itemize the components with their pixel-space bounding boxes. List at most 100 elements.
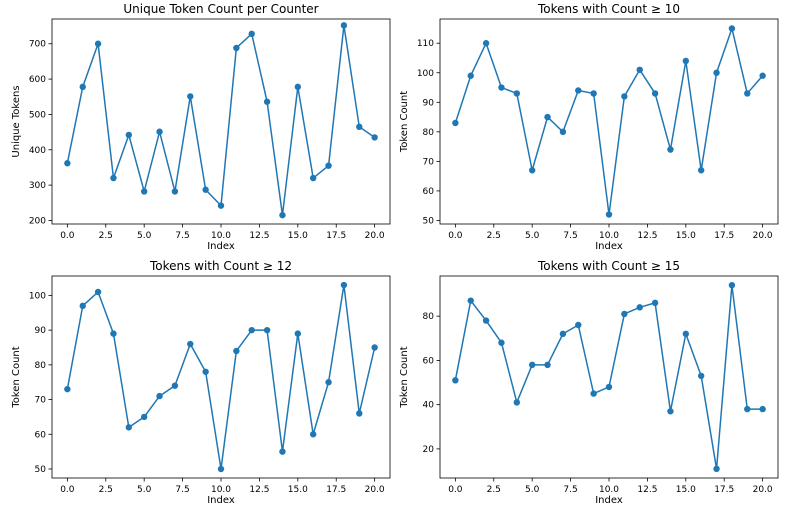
- data-point: [217, 202, 225, 209]
- data-point: [140, 188, 148, 195]
- x-tick-label: 0.0: [448, 231, 463, 241]
- data-point: [590, 90, 597, 97]
- x-tick-label: 5.0: [525, 231, 540, 241]
- subplot-4: Tokens with Count ≥ 15 0.0 2.5 5.0 7.5 10.0 12…: [399, 259, 779, 506]
- data-point: [636, 66, 643, 74]
- chart-title: Tokens with Count ≥ 10: [537, 2, 680, 16]
- data-point: [233, 44, 240, 52]
- y-tick-label: 110: [417, 39, 434, 49]
- y-tick-label: 40: [423, 401, 435, 411]
- x-axis-label: Index: [207, 495, 235, 506]
- chart-title: Unique Token Count per Counter: [123, 2, 318, 16]
- data-point: [759, 405, 766, 413]
- subplot-1: Unique Token Count per Counter 0.0 2.5 5.0 7…: [11, 2, 391, 252]
- x-tick-label: 10.0: [211, 485, 231, 495]
- data-point: [263, 326, 271, 334]
- axes-frame: [439, 275, 779, 479]
- x-tick-label: 17.5: [714, 231, 734, 241]
- x-tick-label: 12.5: [637, 231, 657, 241]
- data-point: [309, 431, 317, 438]
- x-tick-label: 10.0: [211, 231, 231, 241]
- data-point: [110, 330, 117, 337]
- data-point: [713, 69, 720, 76]
- data-point: [651, 90, 659, 97]
- subplot-2: Tokens with Count ≥ 10 0.0 2.5 5.0 7.5 10.0 12…: [399, 2, 779, 252]
- data-point: [667, 146, 674, 153]
- y-tick-label: 500: [29, 110, 46, 120]
- data-point: [325, 379, 332, 386]
- y-axis-label: Token Count: [399, 91, 410, 153]
- y-tick-label: 50: [423, 216, 435, 226]
- x-tick-label: 12.5: [637, 485, 657, 495]
- data-point: [713, 465, 720, 473]
- data-point: [498, 84, 505, 91]
- data-point: [125, 424, 133, 431]
- data-point: [64, 160, 71, 167]
- x-tick-label: 20.0: [365, 485, 385, 495]
- x-tick-label: 10.0: [599, 485, 619, 495]
- data-point: [759, 72, 766, 79]
- y-tick-label: 200: [29, 216, 46, 226]
- y-tick-label: 50: [35, 465, 47, 475]
- x-tick-label: 5.0: [137, 231, 152, 241]
- x-tick-label: 0.0: [448, 485, 463, 495]
- data-point: [528, 167, 536, 174]
- data-point: [79, 302, 86, 310]
- y-axis-label: Token Count: [399, 346, 410, 408]
- y-tick-label: 700: [29, 40, 46, 50]
- x-tick-label: 7.5: [175, 231, 189, 241]
- x-tick-label: 0.0: [60, 485, 75, 495]
- data-point: [513, 399, 521, 406]
- x-axis-label: Index: [595, 495, 623, 506]
- x-tick-label: 20.0: [753, 485, 773, 495]
- data-point: [171, 188, 179, 195]
- data-point: [452, 377, 459, 384]
- x-tick-label: 5.0: [525, 485, 540, 495]
- data-point: [248, 30, 255, 38]
- data-point: [156, 392, 163, 400]
- y-tick-label: 80: [35, 361, 47, 371]
- data-point: [171, 382, 179, 389]
- data-point: [325, 162, 332, 169]
- y-tick-label: 600: [29, 75, 46, 85]
- data-point: [187, 93, 194, 100]
- data-point: [575, 87, 582, 94]
- data-point: [528, 361, 536, 369]
- x-tick-label: 12.5: [249, 485, 269, 495]
- y-tick-label: 100: [417, 69, 434, 79]
- y-tick-label: 100: [29, 291, 46, 301]
- data-point: [340, 281, 348, 289]
- y-axis-label: Token Count: [11, 346, 22, 408]
- data-point: [294, 330, 302, 337]
- data-point: [125, 131, 133, 139]
- data-point: [94, 288, 102, 296]
- data-point: [559, 330, 567, 338]
- data-point: [202, 186, 209, 193]
- chart-title: Tokens with Count ≥ 12: [149, 259, 292, 273]
- data-point: [590, 390, 597, 397]
- data-point: [140, 413, 148, 421]
- x-axis-label: Index: [207, 241, 235, 252]
- data-point: [467, 72, 474, 79]
- data-point: [248, 326, 255, 334]
- y-tick-label: 60: [35, 430, 47, 440]
- data-point: [279, 211, 286, 219]
- x-axis-label: Index: [595, 241, 623, 252]
- x-tick-label: 17.5: [326, 485, 346, 495]
- x-tick-label: 2.5: [99, 485, 113, 495]
- x-tick-label: 7.5: [563, 231, 577, 241]
- data-point: [309, 174, 317, 182]
- x-tick-label: 7.5: [175, 485, 189, 495]
- x-tick-label: 2.5: [99, 231, 113, 241]
- data-point: [605, 211, 613, 218]
- data-point: [279, 448, 286, 455]
- data-point: [187, 340, 194, 348]
- data-point: [64, 385, 71, 393]
- series-line: [454, 27, 764, 216]
- x-tick-label: 2.5: [487, 231, 501, 241]
- y-axis-label: Unique Tokens: [11, 85, 22, 157]
- data-point: [202, 368, 209, 375]
- y-tick-label: 400: [29, 146, 46, 156]
- x-tick-label: 2.5: [487, 485, 501, 495]
